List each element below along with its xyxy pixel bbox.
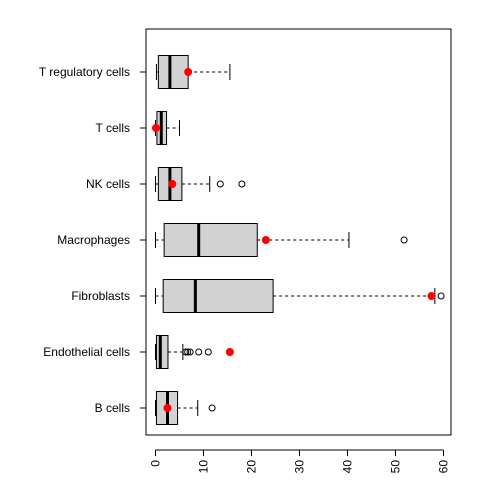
box-iqr	[162, 279, 274, 313]
category-label: NK cells	[86, 177, 130, 191]
box-iqr	[163, 223, 258, 257]
category-label: Endothelial cells	[43, 345, 130, 359]
x-tick-label: 60	[437, 460, 451, 474]
box-t-regulatory-cells	[155, 55, 231, 89]
marker-point	[184, 68, 193, 76]
value-axis: 0 10 20 30 40 50 60	[149, 449, 451, 474]
outlier-point	[204, 348, 212, 356]
category-label: B cells	[95, 401, 130, 415]
outlier-point	[238, 180, 246, 188]
box-b-cells	[155, 391, 216, 425]
marker-point	[168, 180, 177, 188]
box-t-cells	[151, 111, 180, 145]
box-iqr	[157, 55, 189, 89]
outlier-point	[182, 348, 190, 356]
outlier-point	[186, 348, 194, 356]
outlier-point	[216, 180, 224, 188]
x-tick-label: 30	[293, 460, 307, 474]
box-iqr	[155, 335, 169, 369]
x-tick-label: 40	[341, 460, 355, 474]
box-fibroblasts	[155, 279, 445, 313]
box-macrophages	[155, 223, 408, 257]
category-label: T cells	[96, 121, 130, 135]
x-tick-label: 10	[197, 460, 211, 474]
box-endothelial-cells	[155, 335, 234, 369]
category-label: Fibroblasts	[71, 289, 130, 303]
outlier-point	[195, 348, 203, 356]
plot-frame	[145, 28, 452, 436]
outlier-point	[208, 404, 216, 412]
outlier-point	[400, 236, 408, 244]
boxes-group	[151, 55, 445, 425]
marker-point	[225, 348, 234, 356]
marker-point	[163, 404, 172, 412]
category-axis: T regulatory cells T cells NK cells Macroph…	[39, 65, 146, 415]
x-tick-label: 50	[389, 460, 403, 474]
outlier-point	[437, 292, 445, 300]
outlier-point	[184, 348, 192, 356]
marker-point	[151, 124, 160, 132]
x-tick-label: 0	[149, 460, 163, 467]
box-nk-cells	[155, 167, 246, 201]
marker-point	[261, 236, 270, 244]
marker-point	[427, 292, 436, 300]
category-label: Macrophages	[57, 233, 130, 247]
x-tick-label: 20	[245, 460, 259, 474]
category-label: T regulatory cells	[39, 65, 130, 79]
